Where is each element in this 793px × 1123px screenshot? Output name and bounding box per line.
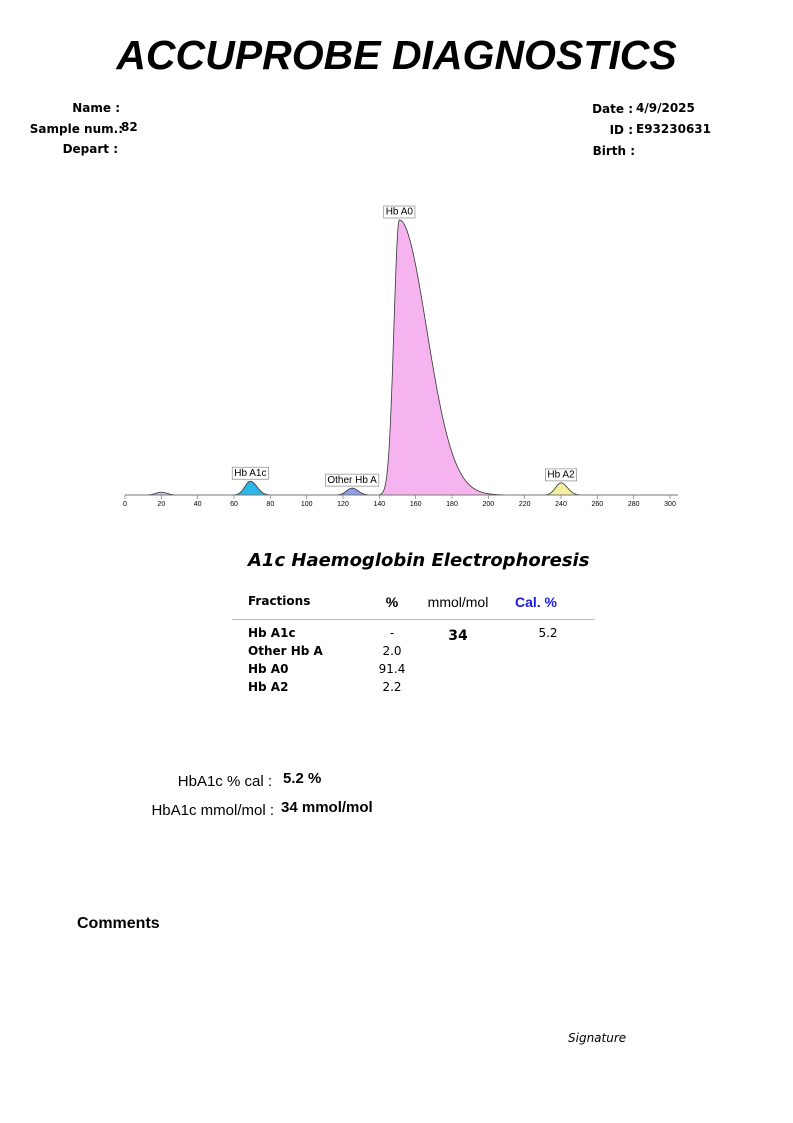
table-cell: 2.0 bbox=[382, 644, 402, 658]
depart-label: Depart : bbox=[62, 142, 118, 156]
summary-label: HbA1c mmol/mol : bbox=[151, 802, 274, 819]
comments-label: Comments bbox=[77, 915, 160, 932]
x-tick-label: 280 bbox=[628, 501, 640, 508]
sample-value: 82 bbox=[121, 120, 138, 134]
x-tick-label: 120 bbox=[337, 501, 349, 508]
table-rule bbox=[232, 619, 595, 620]
summary-label: HbA1c % cal : bbox=[177, 773, 272, 790]
table-cell: Hb A1c bbox=[248, 626, 296, 640]
table-header: % bbox=[385, 594, 399, 610]
summary-value: 34 mmol/mol bbox=[281, 799, 373, 816]
x-tick-label: 140 bbox=[373, 501, 385, 508]
peak bbox=[533, 482, 594, 496]
table-cell: - bbox=[389, 626, 395, 640]
table-cell: Hb A2 bbox=[248, 680, 289, 694]
x-tick-label: 40 bbox=[194, 501, 202, 508]
x-tick-label: 200 bbox=[482, 501, 494, 508]
birth-label: Birth : bbox=[592, 144, 635, 158]
x-tick-label: 0 bbox=[123, 501, 127, 508]
x-tick-label: 220 bbox=[519, 501, 531, 508]
table-cell: 34 bbox=[448, 628, 468, 644]
report-title: ACCUPROBE DIAGNOSTICS bbox=[116, 32, 677, 78]
summary-value: 5.2 % bbox=[283, 770, 322, 787]
peak-label-box bbox=[324, 473, 380, 487]
section-title: A1c Haemoglobin Electrophoresis bbox=[248, 550, 590, 571]
table-header: mmol/mol bbox=[427, 594, 489, 610]
peak bbox=[372, 219, 536, 496]
peak-label: Hb A1c bbox=[234, 468, 266, 479]
name-label: Name : bbox=[72, 101, 120, 115]
peak-label: Hb A2 bbox=[547, 470, 575, 481]
table-cell: Hb A0 bbox=[248, 662, 289, 676]
x-tick-label: 300 bbox=[664, 501, 676, 508]
id-label: ID : bbox=[609, 123, 633, 137]
peak-label-box bbox=[231, 466, 269, 480]
peak-label-box bbox=[383, 205, 416, 219]
id-value: E93230631 bbox=[636, 122, 711, 136]
peak bbox=[324, 487, 383, 496]
date-value: 4/9/2025 bbox=[636, 101, 695, 115]
x-tick-label: 180 bbox=[446, 501, 458, 508]
table-cell: Other Hb A bbox=[248, 644, 323, 658]
table-header: Cal. % bbox=[514, 594, 558, 610]
x-tick-label: 80 bbox=[266, 501, 274, 508]
x-tick-label: 240 bbox=[555, 501, 567, 508]
peak-label: Other Hb A bbox=[327, 475, 377, 486]
electropherogram: Hb A1c Other Hb A Hb A0 Hb A2 0 20 40 60 80 100 12… bbox=[123, 205, 678, 508]
table-cell: 5.2 bbox=[538, 626, 558, 640]
x-tick-label: 20 bbox=[157, 501, 165, 508]
signature-label: Signature bbox=[568, 1031, 627, 1045]
peak-label: Hb A0 bbox=[386, 207, 414, 218]
sample-label: Sample num.: bbox=[29, 122, 123, 136]
x-tick-label: 260 bbox=[591, 501, 603, 508]
peak bbox=[223, 480, 284, 496]
x-tick-label: 160 bbox=[410, 501, 422, 508]
x-tick-label: 60 bbox=[230, 501, 238, 508]
date-label: Date : bbox=[592, 102, 633, 116]
table-cell: 91.4 bbox=[378, 662, 406, 676]
table-cell: 2.2 bbox=[382, 680, 402, 694]
x-tick-label: 100 bbox=[301, 501, 313, 508]
peak-label-box bbox=[545, 468, 577, 482]
table-header: Fractions bbox=[248, 594, 311, 608]
